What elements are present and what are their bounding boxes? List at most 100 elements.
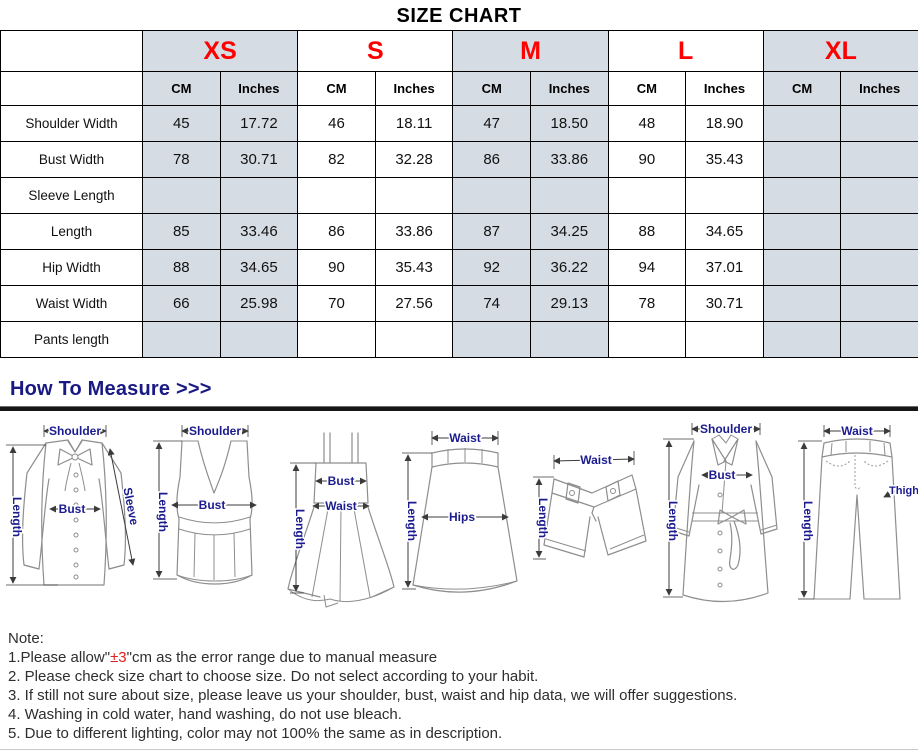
coat-length-label: Length <box>666 501 680 541</box>
size-header-s: S <box>297 30 454 72</box>
unit-header-cell: Inches <box>840 71 918 106</box>
value-cell <box>452 321 531 358</box>
size-header-m: M <box>452 30 609 72</box>
divider-line <box>0 406 918 411</box>
unit-header-cell: CM <box>452 71 531 106</box>
note-item-5: 5. Due to different lighting, color may … <box>8 725 503 742</box>
value-cell: 32.28 <box>374 141 454 178</box>
size-header-xl: XL <box>762 30 918 72</box>
garment-skirt-figure: Waist Hips Length <box>402 430 518 593</box>
value-cell: 74 <box>452 285 531 322</box>
value-cell: 25.98 <box>219 285 299 322</box>
value-cell <box>762 105 842 142</box>
value-cell <box>685 321 764 358</box>
size-table-head: XS S M L XL CM Inches CM Inches CM Inches CM Inches C… <box>0 30 918 106</box>
value-cell <box>840 141 918 178</box>
value-cell <box>840 177 918 214</box>
unit-header-cell: CM <box>607 71 687 106</box>
garment-shorts-figure: Waist Length <box>533 451 647 560</box>
value-cell <box>452 177 531 214</box>
value-cell: 87 <box>452 213 531 250</box>
blouse-bust-label: Bust <box>59 502 86 516</box>
value-cell <box>607 177 687 214</box>
tank-length-label: Length <box>156 492 170 532</box>
unit-header-cell: Inches <box>374 71 454 106</box>
value-cell <box>297 321 376 358</box>
value-cell <box>762 285 842 322</box>
dress-bust-label: Bust <box>328 474 355 488</box>
size-header-xs: XS <box>141 30 299 72</box>
value-cell <box>762 141 842 178</box>
value-cell <box>840 105 918 142</box>
value-cell <box>840 285 918 322</box>
row-label-cell: Sleeve Length <box>0 177 143 214</box>
coat-shoulder-label: Shoulder <box>700 422 752 436</box>
note-1-tolerance: ±3 <box>110 649 127 666</box>
value-cell <box>529 177 609 214</box>
value-cell: 88 <box>142 249 221 286</box>
row-label-cell: Length <box>0 213 143 250</box>
value-cell: 90 <box>607 141 687 178</box>
how-to-measure-heading: How To Measure >>> <box>10 378 212 400</box>
value-cell: 18.50 <box>529 105 609 142</box>
value-cell: 70 <box>297 285 376 322</box>
size-table: XS S M L XL CM Inches CM Inches CM Inches CM Inches C… <box>0 30 918 358</box>
table-row: Shoulder Width 45 17.72 46 18.11 47 18.50 48 18.… <box>0 105 918 142</box>
value-cell: 35.43 <box>374 249 454 286</box>
note-item-2: 2. Please check size chart to choose siz… <box>8 668 539 685</box>
value-cell: 92 <box>452 249 531 286</box>
value-cell <box>219 321 299 358</box>
garment-blouse-figure: Shoulder Bust Length Sleeve <box>6 423 143 586</box>
garment-tank-top-figure: Shoulder Bust Length <box>153 423 257 585</box>
value-cell: 88 <box>607 213 687 250</box>
value-cell <box>374 177 454 214</box>
note-item-1: 1.Please allow"±3"cm as the error range … <box>8 648 918 667</box>
table-corner-cell <box>0 30 143 72</box>
unit-corner-cell <box>0 71 143 106</box>
value-cell <box>142 177 221 214</box>
dress-waist-label: Waist <box>325 499 357 513</box>
value-cell: 46 <box>297 105 376 142</box>
value-cell: 18.11 <box>374 105 454 142</box>
garment-pants-figure: Waist Thigh Length <box>798 423 918 600</box>
garment-coat-figure: Shoulder Bust Length <box>663 421 778 603</box>
value-cell: 82 <box>297 141 376 178</box>
unit-header-cell: CM <box>142 71 221 106</box>
value-cell: 29.13 <box>529 285 609 322</box>
value-cell: 85 <box>142 213 221 250</box>
garment-dress-figure: Bust Waist Length <box>287 432 395 608</box>
blouse-shoulder-label: Shoulder <box>49 424 101 438</box>
value-cell <box>219 177 299 214</box>
value-cell: 17.72 <box>219 105 299 142</box>
value-cell <box>762 321 842 358</box>
pants-length-label: Length <box>801 501 815 541</box>
tank-bust-label: Bust <box>199 498 226 512</box>
skirt-waist-label: Waist <box>449 431 481 445</box>
value-cell <box>374 321 454 358</box>
note-item-4: 4. Washing in cold water, hand washing, … <box>8 706 402 723</box>
measure-figures: Shoulder Bust Length Sleeve Shoulder Bus… <box>0 417 918 619</box>
row-label-cell: Hip Width <box>0 249 143 286</box>
value-cell: 47 <box>452 105 531 142</box>
unit-header-cell: Inches <box>219 71 299 106</box>
unit-header-cell: Inches <box>529 71 609 106</box>
page-title: SIZE CHART <box>396 5 522 27</box>
row-label-cell: Shoulder Width <box>0 105 143 142</box>
value-cell: 30.71 <box>685 285 764 322</box>
value-cell: 78 <box>142 141 221 178</box>
value-cell <box>762 249 842 286</box>
tank-shoulder-label: Shoulder <box>189 424 241 438</box>
value-cell <box>685 177 764 214</box>
value-cell <box>840 249 918 286</box>
table-row: Waist Width 66 25.98 70 27.56 74 29.13 78 30.71 <box>0 285 918 322</box>
table-row: Bust Width 78 30.71 82 32.28 86 33.86 90 35.43 <box>0 141 918 178</box>
value-cell: 45 <box>142 105 221 142</box>
blouse-length-label: Length <box>10 497 24 537</box>
value-cell: 37.01 <box>685 249 764 286</box>
table-row: Hip Width 88 34.65 90 35.43 92 36.22 94 37.01 <box>0 249 918 286</box>
value-cell: 34.65 <box>685 213 764 250</box>
value-cell <box>762 177 842 214</box>
shorts-waist-label: Waist <box>580 453 612 467</box>
value-cell <box>607 321 687 358</box>
